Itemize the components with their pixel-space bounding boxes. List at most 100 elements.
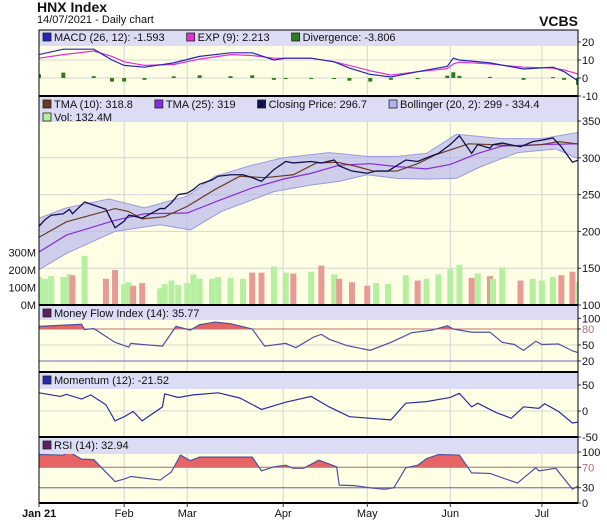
legend-swatch [42, 32, 52, 42]
volume-bar [549, 277, 556, 305]
y-tick-label: 250 [582, 190, 600, 202]
volume-bar [308, 271, 315, 305]
legend-swatch [388, 99, 398, 109]
legend-label: Vol: 132.4M [54, 112, 112, 124]
volume-bar [318, 265, 325, 305]
divergence-bar [445, 75, 450, 78]
volume-bar [348, 282, 355, 305]
legend-swatch [186, 32, 196, 42]
volume-bar [517, 280, 524, 305]
y-tick-label: -10 [582, 91, 598, 103]
y-tick-label: 100 [582, 300, 600, 312]
divergence-bar [283, 78, 288, 79]
volume-bar [227, 277, 234, 305]
divergence-bar [250, 75, 255, 78]
volume-bar [402, 275, 409, 305]
chart-title: HNX Index [37, 0, 108, 15]
volume-tick-label: 0M [21, 300, 36, 312]
volume-bar [125, 282, 132, 305]
volume-tick-label: 100M [8, 283, 36, 295]
panel-macd: 20 10 0 -10 MACD (26, 12): -1.593 EXP (9): 2.… [38, 30, 598, 103]
legend-band [39, 438, 578, 454]
y-tick-label: 100 [582, 447, 600, 459]
divergence-bar [228, 76, 233, 78]
x-tick-label: Jan 21 [22, 508, 56, 520]
volume-bar [168, 280, 175, 305]
y-tick-label: 100 [582, 313, 600, 325]
mfi-line [39, 321, 578, 354]
x-tick-label: Apr [275, 508, 292, 520]
y-tick-label: 20 [582, 37, 594, 49]
legend-band [39, 30, 578, 46]
volume-bar [364, 285, 371, 305]
legend-swatch [42, 440, 52, 450]
volume-bar [190, 274, 197, 305]
volume-bar [456, 264, 463, 305]
volume-bar [39, 277, 42, 305]
volume-bar [157, 288, 164, 305]
volume-bar [69, 275, 76, 305]
legend-band [39, 373, 578, 389]
divergence-bar [332, 78, 337, 79]
volume-bar [81, 256, 88, 305]
legend-swatch [42, 308, 52, 318]
y-tick-label: 350 [582, 116, 600, 128]
plot-area [39, 48, 578, 85]
legend-band [39, 97, 578, 122]
volume-bar [130, 285, 137, 305]
volume-bar [538, 280, 545, 305]
divergence-bar [142, 78, 147, 80]
legend-label: EXP (9): 2.213 [198, 32, 270, 44]
y-tick-label: 20 [582, 356, 594, 368]
divergence-bar [271, 78, 276, 80]
y-tick-label: 150 [582, 263, 600, 275]
volume-bar [373, 283, 380, 305]
volume-bar [490, 278, 497, 305]
divergence-bar [388, 78, 393, 80]
volume-bar [139, 283, 146, 305]
legend-swatch [42, 375, 52, 385]
volume-bar [447, 269, 454, 305]
volume-bar [474, 273, 481, 305]
divergence-bar [109, 78, 114, 82]
volume-bar [331, 274, 338, 305]
x-tick-label: Feb [115, 508, 134, 520]
y-tick-label: 80 [582, 324, 594, 336]
divergence-bar [562, 78, 567, 80]
volume-bar [435, 274, 442, 305]
legend-label: Money Flow Index (14): 35.77 [54, 308, 200, 320]
legend-label: MACD (26, 12): -1.593 [54, 32, 165, 44]
tma25-line [39, 143, 578, 253]
y-tick-label: 30 [582, 483, 594, 495]
volume-bar [529, 278, 536, 305]
divergence-bar [347, 78, 352, 81]
macd-line [39, 48, 578, 82]
divergence-bar [451, 72, 456, 78]
volume-bar [215, 277, 222, 305]
volume-bar [270, 266, 277, 305]
panel-momentum: 50 0 -50 Momentum (12): -21.52 [38, 373, 598, 444]
volume-bar [499, 267, 506, 305]
divergence-bar [521, 78, 526, 80]
y-tick-label: 10 [582, 55, 594, 67]
panel-price: 350 300 250 200 150 100 300M 200M 100M 0M TMA (10)… [8, 97, 600, 312]
volume-bar [60, 277, 67, 305]
panel-rsi: 100 70 30 0 RSI (14): 32.94 [38, 438, 600, 510]
volume-bar [486, 276, 493, 305]
plot-area [39, 392, 578, 424]
y-tick-label: 70 [582, 462, 594, 474]
volume-bar [558, 275, 565, 305]
volume-bar [249, 272, 256, 305]
volume-bar [385, 284, 392, 305]
legend-swatch [257, 99, 266, 109]
volume-bar [569, 271, 576, 305]
y-tick-label: -50 [582, 432, 598, 444]
volume-bar [208, 278, 215, 305]
divergence-bar [368, 78, 373, 82]
legend-swatch [42, 99, 52, 109]
volume-bar [575, 281, 578, 305]
divergence-bar [415, 78, 420, 79]
volume-bar [258, 272, 265, 305]
volume-bar [468, 277, 475, 305]
